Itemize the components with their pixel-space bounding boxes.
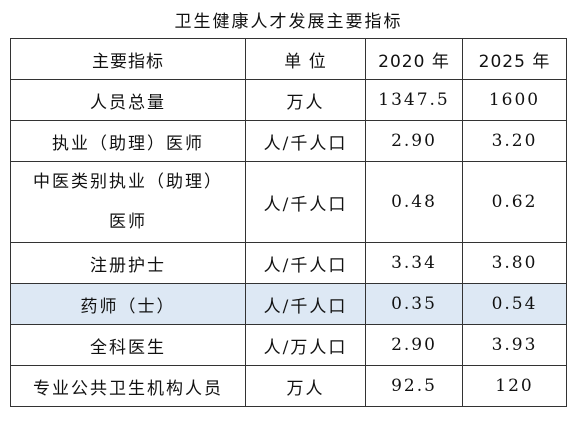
cell-line: 医师 bbox=[109, 212, 147, 232]
table-cell: 专业公共卫生机构人员 bbox=[10, 365, 246, 407]
table-row: 中医类别执业（助理） 医师 人/千人口 0.48 0.62 bbox=[10, 161, 567, 243]
table-row: 专业公共卫生机构人员 万人 92.5 120 bbox=[10, 365, 567, 407]
table-row: 注册护士 人/千人口 3.34 3.80 bbox=[10, 242, 567, 284]
indicator-table: 主要指标单 位 2020 年 2025 年 人员总量 万人 1347.5 1600 执业（助… bbox=[10, 38, 567, 407]
table-cell: 120 bbox=[462, 365, 567, 407]
table-cell: 执业（助理）医师 bbox=[10, 120, 246, 162]
table-cell: 0.54 bbox=[462, 283, 567, 325]
header-cell: 2025 年 bbox=[462, 38, 567, 80]
table-cell: 全科医生 bbox=[10, 324, 246, 366]
header-row: 主要指标单 位 2020 年 2025 年 bbox=[10, 38, 567, 80]
header-cell: 单 位 bbox=[245, 38, 366, 80]
table-body: 人员总量 万人 1347.5 1600 执业（助理）医师 人/千人口 2.90 3.20 中医类… bbox=[10, 79, 567, 407]
table-cell: 3.20 bbox=[462, 120, 567, 162]
cell-line: 中医类别执业（助理） bbox=[33, 172, 223, 192]
table-cell: 注册护士 bbox=[10, 242, 246, 284]
header-cell: 2020 年 bbox=[365, 38, 463, 80]
table-cell: 0.48 bbox=[365, 161, 463, 243]
table-cell: 万人 bbox=[245, 365, 366, 407]
table-row: 执业（助理）医师 人/千人口 2.90 3.20 bbox=[10, 120, 567, 162]
table-cell: 3.80 bbox=[462, 242, 567, 284]
table-cell: 人/千人口 bbox=[245, 120, 366, 162]
table-cell: 药师（士） bbox=[10, 283, 246, 325]
table-cell: 0.35 bbox=[365, 283, 463, 325]
table-cell: 3.34 bbox=[365, 242, 463, 284]
table-cell: 人员总量 bbox=[10, 79, 246, 121]
table-cell: 人/千人口 bbox=[245, 161, 366, 243]
table-cell: 人/千人口 bbox=[245, 283, 366, 325]
table-cell: 人/万人口 bbox=[245, 324, 366, 366]
table-cell: 1600 bbox=[462, 79, 567, 121]
table-cell: 1347.5 bbox=[365, 79, 463, 121]
table-cell: 中医类别执业（助理） 医师 bbox=[10, 161, 246, 243]
table-cell: 0.62 bbox=[462, 161, 567, 243]
table-row: 药师（士） 人/千人口 0.35 0.54 bbox=[10, 283, 567, 325]
table-cell: 2.90 bbox=[365, 120, 463, 162]
table-cell: 3.93 bbox=[462, 324, 567, 366]
table-cell: 2.90 bbox=[365, 324, 463, 366]
title: 卫生健康人才发展主要指标 bbox=[174, 12, 403, 32]
table-cell: 92.5 bbox=[365, 365, 463, 407]
header-cell: 主要指标 bbox=[10, 38, 246, 80]
table-row: 全科医生 人/万人口 2.90 3.93 bbox=[10, 324, 567, 366]
table-cell: 万人 bbox=[245, 79, 366, 121]
table-row: 人员总量 万人 1347.5 1600 bbox=[10, 79, 567, 121]
table-cell: 人/千人口 bbox=[245, 242, 366, 284]
